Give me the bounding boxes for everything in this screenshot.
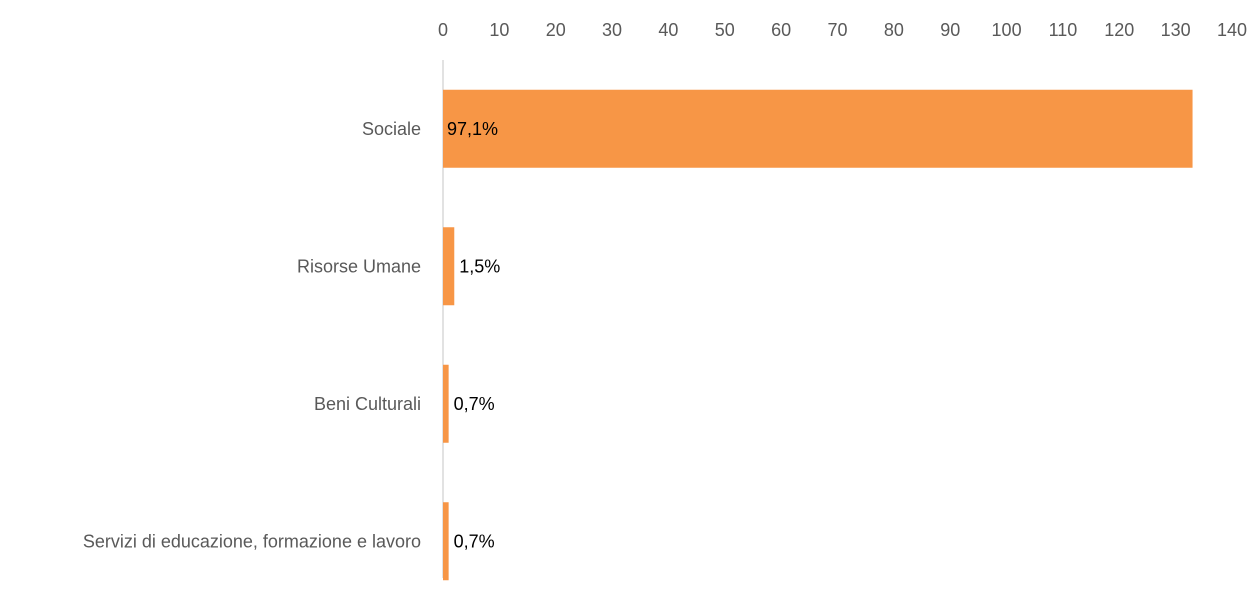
x-tick-label: 60 [771, 20, 791, 40]
x-tick-label: 100 [992, 20, 1022, 40]
x-tick-label: 90 [940, 20, 960, 40]
x-tick-label: 50 [715, 20, 735, 40]
data-label: 0,7% [454, 531, 495, 551]
bar [443, 227, 455, 306]
bar [443, 364, 449, 443]
x-tick-label: 80 [884, 20, 904, 40]
bar [443, 502, 449, 581]
category-label: Risorse Umane [297, 256, 421, 276]
x-tick-label: 20 [546, 20, 566, 40]
x-tick-label: 10 [489, 20, 509, 40]
x-tick-label: 40 [658, 20, 678, 40]
x-tick-label: 120 [1104, 20, 1134, 40]
category-label: Servizi di educazione, formazione e lavo… [83, 531, 421, 551]
category-labels: Sociale Risorse Umane Beni Culturali Serviz… [83, 119, 421, 552]
data-label: 1,5% [459, 256, 500, 276]
x-tick-label: 140 [1217, 20, 1247, 40]
x-tick-label: 70 [827, 20, 847, 40]
x-axis-ticks: 0 10 20 30 40 50 60 70 80 90 100 110 120 130 140 [438, 20, 1247, 40]
x-tick-label: 30 [602, 20, 622, 40]
data-label: 97,1% [447, 119, 498, 139]
data-labels: 97,1% 1,5% 0,7% 0,7% [447, 119, 500, 552]
data-label: 0,7% [454, 394, 495, 414]
bar [443, 89, 1193, 168]
category-label: Beni Culturali [314, 394, 421, 414]
x-tick-label: 0 [438, 20, 448, 40]
bars [443, 89, 1193, 581]
x-tick-label: 130 [1161, 20, 1191, 40]
category-label: Sociale [362, 119, 421, 139]
x-tick-label: 110 [1049, 20, 1078, 40]
